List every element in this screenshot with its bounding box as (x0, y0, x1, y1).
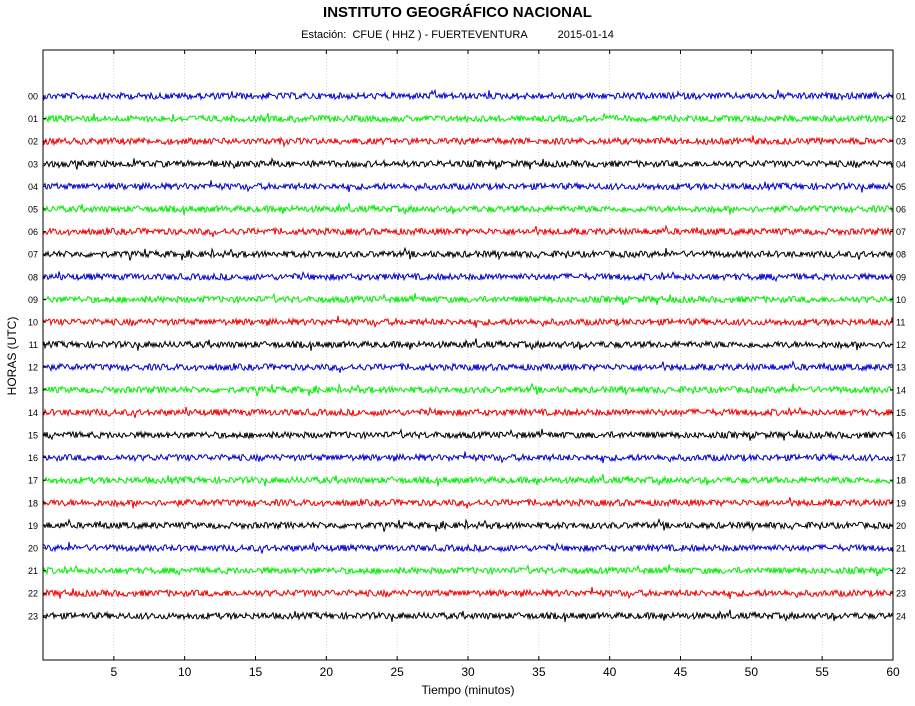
y-tick-label-right-04: 04 (896, 159, 906, 169)
y-tick-label-right-05: 05 (896, 182, 906, 192)
y-tick-label-left-04: 04 (28, 182, 38, 192)
y-tick-label-left-03: 03 (28, 159, 38, 169)
y-tick-label-left-10: 10 (28, 318, 38, 328)
trace-hour-07 (42, 246, 894, 261)
trace-hour-23 (42, 609, 894, 623)
y-tick-label-left-02: 02 (28, 137, 38, 147)
chart-title: INSTITUTO GEOGRÁFICO NACIONAL (323, 4, 592, 21)
trace-hour-03 (42, 157, 894, 170)
x-tick-label-55: 55 (815, 665, 829, 679)
y-tick-label-right-03: 03 (896, 137, 906, 147)
station-label: Estación: CFUE ( HHZ ) - FUERTEVENTURA (301, 29, 528, 41)
y-tick-label-right-06: 06 (896, 205, 906, 215)
y-tick-label-left-18: 18 (28, 498, 38, 508)
x-axis-label: Tiempo (minutos) (422, 683, 515, 697)
trace-hour-11 (42, 338, 893, 351)
y-tick-label-left-08: 08 (28, 272, 38, 282)
trace-hour-21 (42, 563, 894, 577)
trace-hour-12 (42, 360, 894, 373)
y-tick-label-left-19: 19 (28, 521, 38, 531)
y-tick-label-right-02: 02 (896, 114, 906, 124)
y-tick-label-left-11: 11 (29, 340, 38, 350)
y-tick-label-right-09: 09 (896, 272, 906, 282)
y-tick-label-left-07: 07 (28, 250, 38, 260)
x-tick-label-60: 60 (886, 665, 900, 679)
y-tick-label-right-12: 12 (896, 340, 906, 350)
x-tick-label-35: 35 (532, 665, 546, 679)
trace-hour-01 (42, 112, 894, 124)
y-tick-label-left-05: 05 (28, 205, 38, 215)
y-tick-label-right-11: 11 (896, 318, 905, 328)
y-tick-label-right-24: 24 (896, 611, 906, 621)
y-tick-label-left-20: 20 (28, 544, 38, 554)
trace-hour-17 (42, 473, 894, 487)
y-tick-label-right-18: 18 (896, 476, 906, 486)
y-axis-ticks: 00 01 01 02 02 03 03 04 04 05 05 06 06 07 07 08 08 09 09 10… (28, 92, 906, 622)
x-tick-label-30: 30 (461, 665, 475, 679)
trace-hour-19 (42, 517, 894, 532)
y-tick-label-left-01: 01 (28, 114, 38, 124)
x-tick-label-10: 10 (178, 665, 192, 679)
trace-hour-02 (42, 135, 894, 148)
x-tick-label-20: 20 (320, 665, 334, 679)
y-tick-label-left-06: 06 (28, 227, 38, 237)
x-tick-label-5: 5 (110, 665, 117, 679)
y-tick-label-right-20: 20 (896, 521, 906, 531)
y-tick-label-left-16: 16 (28, 453, 38, 463)
trace-hour-08 (42, 270, 894, 283)
trace-hour-16 (42, 451, 894, 464)
y-tick-label-right-10: 10 (896, 295, 906, 305)
y-tick-label-left-14: 14 (28, 408, 38, 418)
x-tick-label-40: 40 (603, 665, 617, 679)
y-tick-label-left-22: 22 (28, 589, 38, 599)
trace-hour-18 (42, 497, 894, 509)
y-tick-label-right-19: 19 (896, 498, 906, 508)
y-tick-label-left-12: 12 (28, 363, 38, 373)
seismic-traces (42, 88, 894, 623)
y-tick-label-left-17: 17 (28, 476, 38, 486)
y-tick-label-left-09: 09 (28, 295, 38, 305)
trace-hour-15 (42, 427, 894, 441)
y-axis-label: HORAS (UTC) (5, 317, 19, 396)
y-tick-label-right-15: 15 (896, 408, 906, 418)
trace-hour-10 (42, 315, 894, 329)
x-tick-label-50: 50 (745, 665, 759, 679)
y-tick-label-right-14: 14 (896, 385, 906, 395)
x-tick-label-25: 25 (390, 665, 404, 679)
y-tick-label-left-23: 23 (28, 611, 38, 621)
y-tick-label-right-08: 08 (896, 250, 906, 260)
trace-hour-00 (42, 88, 894, 102)
y-tick-label-left-13: 13 (28, 385, 38, 395)
x-tick-label-45: 45 (674, 665, 688, 679)
trace-hour-06 (42, 224, 894, 238)
y-tick-label-right-17: 17 (896, 453, 906, 463)
y-tick-label-left-00: 00 (28, 92, 38, 102)
trace-hour-14 (42, 406, 894, 419)
y-tick-label-right-22: 22 (896, 566, 906, 576)
trace-hour-09 (42, 292, 894, 306)
y-tick-label-right-21: 21 (896, 544, 906, 554)
x-tick-label-15: 15 (249, 665, 263, 679)
y-tick-label-right-07: 07 (896, 227, 906, 237)
trace-hour-22 (42, 586, 894, 600)
trace-hour-05 (42, 202, 894, 216)
x-axis-ticks: 5 10 15 20 25 30 35 40 45 50 55 60 (110, 50, 900, 679)
y-tick-label-right-01: 01 (896, 92, 906, 102)
y-tick-label-left-21: 21 (28, 566, 38, 576)
y-tick-label-right-23: 23 (896, 589, 906, 599)
date-label: 2015-01-14 (557, 29, 614, 41)
trace-hour-20 (42, 541, 894, 554)
y-tick-label-left-15: 15 (28, 431, 38, 441)
chart-subtitle: Estación: CFUE ( HHZ ) - FUERTEVENTURA 2… (0, 29, 915, 41)
y-tick-label-right-16: 16 (896, 431, 906, 441)
trace-hour-13 (42, 382, 894, 397)
y-tick-label-right-13: 13 (896, 363, 906, 373)
trace-hour-04 (42, 180, 894, 193)
